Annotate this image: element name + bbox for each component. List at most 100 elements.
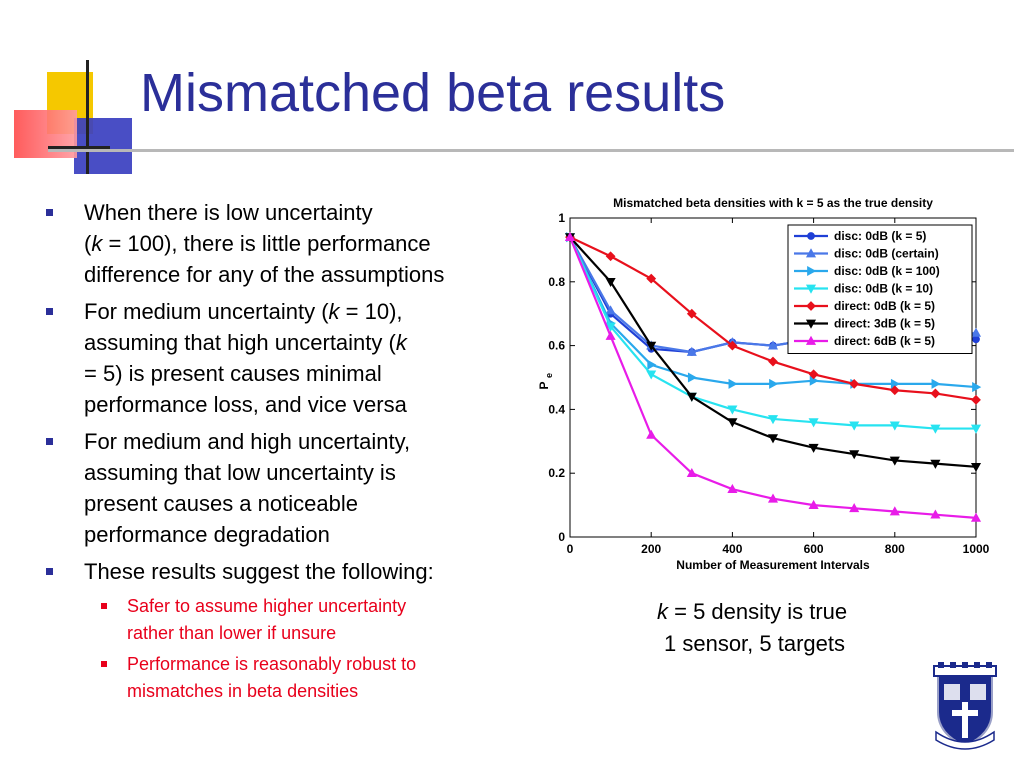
bullet-line: difference for any of the assumptions <box>84 259 516 290</box>
bullet-text: assuming that high uncertainty ( <box>84 330 396 355</box>
chart-title: Mismatched beta densities with k = 5 as … <box>613 196 933 210</box>
data-point <box>728 378 738 389</box>
data-point <box>930 388 941 399</box>
data-point <box>970 424 982 434</box>
x-tick-label: 0 <box>567 542 574 556</box>
bullet-text: = 100), there is little performance <box>102 231 431 256</box>
data-point <box>686 346 697 356</box>
data-point <box>646 341 657 351</box>
italic-variable: k <box>328 299 340 324</box>
data-point <box>931 378 941 389</box>
data-point <box>930 424 941 434</box>
data-point <box>930 509 941 519</box>
data-point <box>808 499 819 509</box>
data-point <box>808 418 819 428</box>
legend-label: direct: 6dB (k = 5) <box>834 334 935 348</box>
legend-marker <box>807 265 817 277</box>
data-point <box>727 405 738 415</box>
y-axis-label-subscript: e <box>544 373 554 378</box>
legend-label: disc: 0dB (k = 10) <box>834 282 933 296</box>
bullet-line: These results suggest the following: <box>84 556 516 587</box>
bullet-text: performance loss, and vice versa <box>84 392 407 417</box>
bullet-text: These results suggest the following: <box>84 559 434 584</box>
x-tick-label: 800 <box>885 542 905 556</box>
bullet-line: = 5) is present causes minimal <box>84 358 516 389</box>
data-point <box>727 418 738 428</box>
y-tick-label: 0.2 <box>548 466 565 480</box>
data-point <box>646 429 657 439</box>
legend-label: direct: 3dB (k = 5) <box>834 317 935 331</box>
title-divider <box>48 149 1014 152</box>
x-tick-label: 400 <box>722 542 742 556</box>
bullet-line: present causes a noticeable <box>84 488 516 519</box>
legend-label: disc: 0dB (certain) <box>834 247 939 261</box>
bullet-text: = 10), <box>339 299 403 324</box>
bullet-item: These results suggest the following: <box>46 556 516 587</box>
data-point <box>889 385 900 396</box>
data-point <box>727 483 738 494</box>
legend-marker <box>805 335 817 345</box>
data-point <box>808 443 819 453</box>
bullet-marker <box>46 209 53 216</box>
sub-bullet-line: Performance is reasonably robust to <box>127 654 417 674</box>
data-point <box>564 231 576 241</box>
bullet-list: When there is low uncertainty (k = 100), … <box>46 197 516 709</box>
data-point <box>970 462 982 473</box>
y-tick-label: 1 <box>558 211 565 225</box>
page-title: Mismatched beta results <box>140 63 726 123</box>
data-point <box>646 370 657 380</box>
sub-bullet-item: Performance is reasonably robust to misma… <box>46 651 516 705</box>
legend-label: direct: 0dB (k = 5) <box>834 299 935 313</box>
data-point <box>889 506 900 516</box>
data-point <box>767 493 779 503</box>
data-point <box>767 415 779 425</box>
bullet-item: For medium and high uncertainty, assuming… <box>46 426 516 550</box>
data-point <box>768 356 778 367</box>
data-point <box>970 327 982 337</box>
data-point <box>686 308 697 319</box>
sub-bullet-line: rather than lower if unsure <box>127 623 337 643</box>
data-point <box>687 372 698 383</box>
data-point <box>686 467 697 478</box>
legend-marker <box>807 232 815 240</box>
bullet-text: ( <box>84 231 92 256</box>
bullet-line: assuming that high uncertainty (k <box>84 327 516 358</box>
data-point <box>647 359 657 370</box>
bullet-text: For medium uncertainty ( <box>84 299 329 324</box>
data-point <box>808 369 819 380</box>
data-point <box>605 305 616 315</box>
bullet-line: For medium and high uncertainty, <box>84 426 516 457</box>
sub-bullet-marker <box>101 603 107 609</box>
data-point <box>930 459 941 469</box>
italic-variable: k <box>91 231 103 256</box>
x-tick-label: 200 <box>641 542 661 556</box>
bullet-line: (k = 100), there is little performance <box>84 228 516 259</box>
data-point <box>849 503 860 513</box>
bullet-text: When there is low uncertainty <box>84 200 373 225</box>
y-tick-label: 0 <box>558 530 565 544</box>
data-point <box>605 277 616 288</box>
sub-bullet-item: Safer to assume higher uncertainty rather… <box>46 593 516 647</box>
legend-marker <box>805 284 817 294</box>
legend-marker <box>805 319 817 329</box>
data-point <box>605 251 616 262</box>
bullet-text: assuming that low uncertainty is <box>84 460 396 485</box>
bullet-marker <box>46 568 53 575</box>
sub-bullet-line: Safer to assume higher uncertainty <box>127 596 407 616</box>
corner-horizontal-line <box>48 146 110 149</box>
y-tick-label: 0.6 <box>548 339 565 353</box>
bullet-line: When there is low uncertainty <box>84 197 516 228</box>
x-tick-label: 600 <box>804 542 824 556</box>
bullet-text: = 5) is present causes minimal <box>84 361 382 386</box>
data-point <box>849 450 860 460</box>
x-axis-label: Number of Measurement Intervals <box>676 558 870 572</box>
data-point <box>849 421 860 431</box>
data-point <box>646 273 657 284</box>
data-point <box>605 322 616 332</box>
bullet-marker <box>46 308 53 315</box>
data-point <box>972 382 982 393</box>
y-tick-label: 0.4 <box>548 402 565 416</box>
bullet-line: assuming that low uncertainty is <box>84 457 516 488</box>
bullet-text: For medium and high uncertainty, <box>84 429 411 454</box>
caption-line-2: 1 sensor, 5 targets <box>664 631 845 656</box>
